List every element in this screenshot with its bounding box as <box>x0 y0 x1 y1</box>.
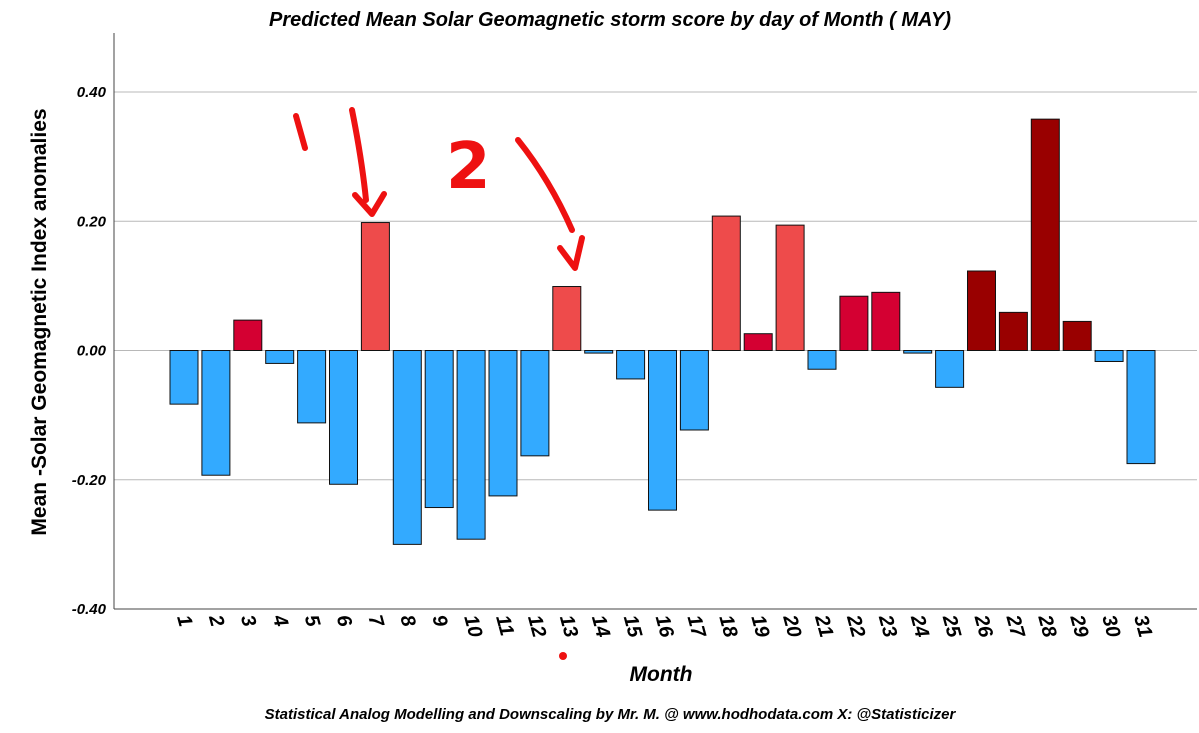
bar-day-5 <box>297 350 327 424</box>
bar-day-27 <box>998 311 1028 351</box>
x-tick-label: 26 <box>969 612 996 641</box>
bar-day-10 <box>456 350 486 540</box>
x-tick-label: 27 <box>1001 612 1028 641</box>
x-tick-label: 9 <box>427 613 451 630</box>
annotation-dot <box>559 652 567 660</box>
x-tick-label: 25 <box>938 612 965 641</box>
bar-day-26 <box>967 270 996 352</box>
y-tick-label: -0.40 <box>72 601 107 618</box>
x-tick-label: 24 <box>906 612 933 640</box>
bar-day-16 <box>648 350 677 511</box>
bar-day-23 <box>871 291 901 351</box>
bar-day-11 <box>488 350 518 497</box>
x-tick-labels: 1 2 3 4 5 6 7 8 9 10 11 12 13 14 15 16 17 18 19 20 21 22 23 24 2… <box>172 612 1156 641</box>
bar-day-6 <box>329 350 358 485</box>
x-tick-label: 29 <box>1065 612 1092 641</box>
bar-day-1 <box>169 350 199 405</box>
bar-day-2 <box>201 350 231 476</box>
x-tick-label: 8 <box>395 613 419 630</box>
x-tick-label: 13 <box>555 613 582 640</box>
y-axis-label: Mean -Solar Geomagnetic Index anomalies <box>28 108 51 535</box>
x-tick-label: 17 <box>683 613 710 641</box>
bar-day-19 <box>743 333 773 352</box>
x-tick-label: 20 <box>778 612 805 640</box>
annotation-label-2: 2 <box>446 130 491 204</box>
annotation-tick-1 <box>293 113 308 151</box>
bar-day-9 <box>424 350 454 509</box>
bar-day-31 <box>1126 350 1156 465</box>
x-tick-label: 31 <box>1129 613 1156 640</box>
x-tick-label: 2 <box>204 612 228 629</box>
y-tick-label: 0.20 <box>77 213 107 230</box>
annotation-arrow-2 <box>515 137 585 271</box>
x-tick-label: 7 <box>364 613 388 630</box>
x-tick-label: 10 <box>459 613 486 640</box>
x-tick-label: 16 <box>651 613 678 641</box>
x-tick-label: 5 <box>300 613 324 630</box>
bar-day-12 <box>520 350 550 457</box>
y-tick-label: -0.20 <box>72 472 107 489</box>
bar-day-28 <box>1030 118 1060 351</box>
x-tick-label: 21 <box>810 612 837 640</box>
bar-day-22 <box>839 295 869 351</box>
bar-day-13 <box>552 286 582 351</box>
bar-day-4 <box>265 350 295 364</box>
bar-day-24 <box>903 350 933 354</box>
bar-day-18 <box>711 215 741 351</box>
chart-title: Predicted Mean Solar Geomagnetic storm s… <box>269 9 951 31</box>
x-tick-label: 18 <box>714 613 741 641</box>
x-tick-label: 1 <box>172 613 196 629</box>
x-axis-label: Month <box>630 663 693 686</box>
annotation-arrow-1 <box>349 107 387 217</box>
bar-day-3 <box>233 319 263 352</box>
y-tick-labels: 0.40 0.20 0.00 -0.20 -0.40 <box>72 84 107 618</box>
y-tick-label: 0.40 <box>77 84 107 101</box>
bar-day-21 <box>807 350 837 370</box>
bar-day-20 <box>775 224 805 351</box>
bar-day-15 <box>616 350 646 380</box>
bar-day-8 <box>392 350 422 545</box>
handwritten-annotations: 2 <box>293 107 585 660</box>
x-tick-label: 15 <box>619 613 646 641</box>
x-tick-label: 6 <box>332 613 356 630</box>
x-tick-label: 28 <box>1033 612 1060 641</box>
footer-credit: Statistical Analog Modelling and Downsca… <box>265 706 957 723</box>
bar-day-7 <box>360 222 390 351</box>
x-tick-label: 11 <box>491 613 518 639</box>
y-tick-label: 0.00 <box>77 343 107 360</box>
bars <box>169 118 1156 545</box>
x-tick-label: 4 <box>268 612 292 629</box>
bar-day-25 <box>935 350 965 388</box>
x-tick-label: 23 <box>874 612 901 640</box>
x-tick-label: 3 <box>236 613 260 629</box>
bar-day-14 <box>584 350 614 354</box>
x-tick-label: 30 <box>1097 613 1124 640</box>
x-tick-label: 22 <box>842 612 869 640</box>
axes <box>113 33 1197 610</box>
bar-day-30 <box>1094 350 1124 362</box>
bar-day-17 <box>679 350 709 431</box>
x-tick-label: 14 <box>587 613 614 640</box>
x-tick-label: 12 <box>523 613 550 640</box>
bar-day-29 <box>1062 320 1092 352</box>
x-tick-label: 19 <box>746 613 773 641</box>
